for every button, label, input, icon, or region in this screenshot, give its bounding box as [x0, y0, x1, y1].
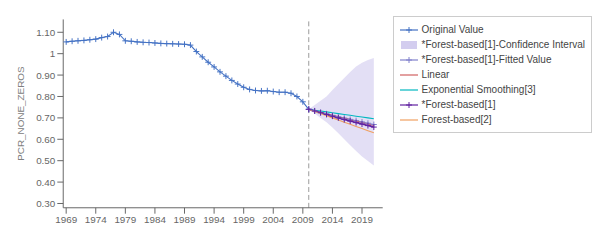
html-text:Original Value: Original Value — [421, 24, 484, 35]
svg-text:0.80: 0.80 — [36, 91, 56, 102]
svg-text:0.60: 0.60 — [36, 134, 56, 145]
svg-text:1: 1 — [50, 48, 55, 59]
html-text:Linear: Linear — [421, 69, 450, 80]
svg-text:1969: 1969 — [55, 214, 77, 225]
svg-text:1974: 1974 — [85, 214, 107, 225]
svg-text:1979: 1979 — [114, 214, 136, 225]
svg-text:2019: 2019 — [351, 214, 373, 225]
svg-text:2009: 2009 — [292, 214, 314, 225]
svg-text:2004: 2004 — [262, 214, 284, 225]
svg-text:1994: 1994 — [203, 214, 225, 225]
svg-text:0.70: 0.70 — [36, 112, 56, 123]
svg-text:0.50: 0.50 — [36, 155, 56, 166]
html-text:*Forest-based[1]-Fitted Value: *Forest-based[1]-Fitted Value — [421, 54, 552, 65]
html-text:*Forest-based[1]: *Forest-based[1] — [421, 99, 496, 110]
svg-text:0.30: 0.30 — [36, 198, 56, 209]
svg-text:1984: 1984 — [144, 214, 166, 225]
html-text:Exponential Smoothing[3]: Exponential Smoothing[3] — [421, 84, 536, 95]
svg-text:0.90: 0.90 — [36, 70, 56, 81]
svg-text:1999: 1999 — [233, 214, 255, 225]
html-text:*Forest-based[1]-Confidence In: *Forest-based[1]-Confidence Interval — [421, 39, 585, 50]
svg-text:0.40: 0.40 — [36, 177, 56, 188]
svg-text:1.10: 1.10 — [36, 27, 56, 38]
svg-text:PCR_NONE_ZEROS: PCR_NONE_ZEROS — [15, 66, 26, 161]
html-text:Forest-based[2]: Forest-based[2] — [421, 114, 492, 125]
svg-text:1989: 1989 — [174, 214, 196, 225]
svg-text:2014: 2014 — [321, 214, 343, 225]
